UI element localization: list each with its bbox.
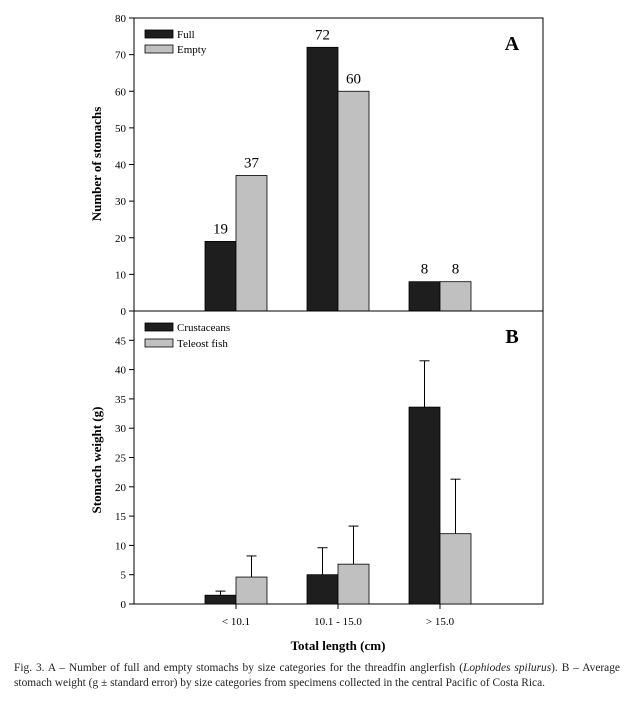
- bar-teleost-fish: [337, 563, 370, 605]
- bar-full: [306, 46, 339, 312]
- panel-a-y-axis: 0 10 20 30 40 50 60 70 80: [115, 13, 134, 318]
- figure-caption: Fig. 3. A – Number of full and empty sto…: [14, 661, 620, 691]
- y-tick-label: 10: [115, 269, 127, 281]
- caption-part2: ). B – Average stomach weight (g ± stand…: [14, 662, 620, 689]
- panel-b-ylabel: Stomach weight (g): [89, 407, 104, 514]
- y-tick-label: 40: [115, 160, 127, 172]
- legend-full-label: Full: [177, 29, 195, 41]
- y-tick-label: 0: [121, 599, 127, 611]
- panel-a-data-labels: 19 72 8 37 60 8: [213, 27, 459, 277]
- legend-full-swatch: [144, 29, 174, 39]
- y-tick-label: 5: [121, 570, 127, 582]
- y-tick-label: 20: [115, 482, 127, 494]
- x-tick-label: 10.1 - 15.0: [314, 616, 362, 628]
- bar-teleost-fish: [235, 576, 268, 605]
- data-label: 19: [213, 221, 228, 237]
- panel-b-y-axis: 0 5 10 15 20 25 30 35 40 45: [115, 335, 134, 611]
- legend-teleost-swatch: [144, 338, 174, 348]
- panel-b-xlabel: Total length (cm): [291, 638, 386, 653]
- y-tick-label: 10: [115, 540, 127, 552]
- data-label: 37: [244, 155, 260, 171]
- panel-a-bars: [204, 46, 472, 312]
- caption-species: Lophiodes spilurus: [463, 662, 552, 674]
- y-tick-label: 40: [115, 365, 127, 377]
- y-tick-label: 50: [115, 123, 127, 135]
- data-label: 72: [315, 27, 330, 43]
- y-tick-label: 20: [115, 233, 127, 245]
- caption-part1: Fig. 3. A – Number of full and empty sto…: [14, 662, 464, 674]
- y-tick-label: 70: [115, 50, 127, 62]
- bar-empty: [235, 175, 268, 312]
- panel-a-ylabel: Number of stomachs: [89, 107, 104, 222]
- bar-empty: [337, 90, 370, 312]
- y-tick-label: 45: [115, 335, 127, 347]
- data-label: 8: [421, 262, 429, 278]
- y-tick-label: 25: [115, 453, 127, 465]
- bar-crustaceans: [306, 574, 339, 605]
- data-label: 60: [346, 71, 361, 87]
- panel-b-bars: [204, 406, 472, 605]
- legend-empty-label: Empty: [177, 44, 207, 56]
- y-tick-label: 30: [115, 196, 127, 208]
- y-tick-label: 60: [115, 86, 127, 98]
- panel-b-x-axis: < 10.1 10.1 - 15.0 > 15.0: [222, 604, 455, 628]
- bar-full: [204, 241, 237, 312]
- panel-b-frame: [133, 310, 544, 605]
- x-tick-label: < 10.1: [222, 616, 250, 628]
- bar-crustaceans: [408, 406, 441, 605]
- panel-a-label: A: [505, 33, 520, 55]
- panel-b-label: B: [505, 326, 518, 348]
- y-tick-label: 35: [115, 394, 127, 406]
- y-tick-label: 15: [115, 511, 127, 523]
- legend-crustaceans-swatch: [144, 322, 174, 332]
- y-tick-label: 0: [121, 306, 127, 318]
- legend-crustaceans-label: Crustaceans: [177, 322, 230, 334]
- legend-teleost-label: Teleost fish: [177, 338, 228, 350]
- bar-crustaceans: [204, 594, 237, 605]
- y-tick-label: 30: [115, 423, 127, 435]
- y-tick-label: 80: [115, 13, 127, 25]
- x-tick-label: > 15.0: [426, 616, 455, 628]
- legend-empty-swatch: [144, 44, 174, 54]
- bar-full: [408, 281, 441, 312]
- bar-teleost-fish: [439, 533, 472, 605]
- bar-empty: [439, 281, 472, 312]
- panel-b-error-bars: [215, 360, 461, 596]
- data-label: 8: [452, 262, 460, 278]
